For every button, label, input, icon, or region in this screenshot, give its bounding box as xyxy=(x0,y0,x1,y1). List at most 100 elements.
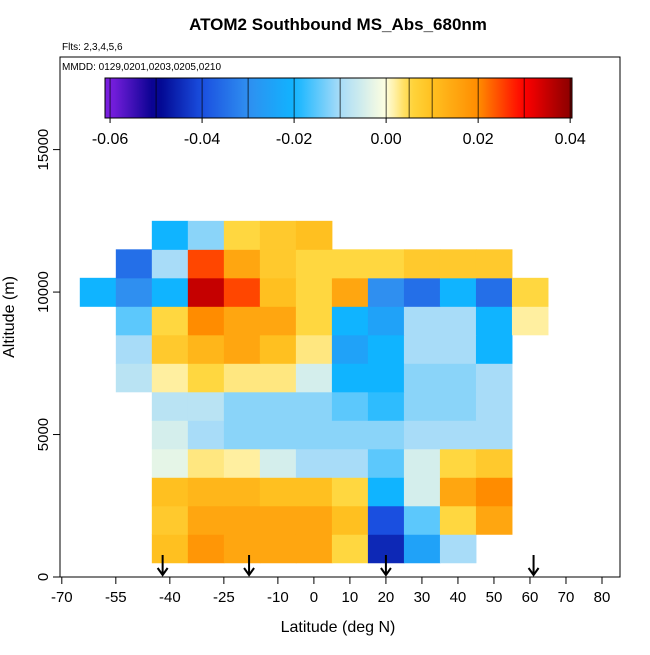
heat-cell xyxy=(187,363,225,393)
heat-cell xyxy=(439,391,477,421)
x-tick-label: 70 xyxy=(558,589,575,606)
x-tick-label: 80 xyxy=(594,589,611,606)
heat-cell xyxy=(295,391,333,421)
marker-arrow xyxy=(243,555,255,577)
heat-cell xyxy=(331,391,369,421)
heat-cell xyxy=(439,249,477,279)
heat-cell xyxy=(295,420,333,450)
heat-cell xyxy=(187,448,225,478)
heat-cell xyxy=(187,477,225,507)
heat-cell xyxy=(115,334,153,364)
heat-cell xyxy=(439,420,477,450)
heat-cell xyxy=(403,534,441,564)
heat-cell xyxy=(367,363,405,393)
colorbar-tick-label: -0.02 xyxy=(276,131,313,148)
heat-cell xyxy=(439,477,477,507)
heat-cell xyxy=(439,448,477,478)
x-tick-label: 50 xyxy=(486,589,503,606)
heat-cell xyxy=(331,534,369,564)
heat-cell xyxy=(475,363,513,393)
heat-cell xyxy=(475,391,513,421)
heat-cell xyxy=(295,277,333,307)
heat-cell xyxy=(187,334,225,364)
heat-cell xyxy=(475,420,513,450)
heat-cell xyxy=(367,249,405,279)
heat-cell xyxy=(259,306,297,336)
heat-cell xyxy=(187,249,225,279)
x-tick-label: -55 xyxy=(105,589,127,606)
heat-cell xyxy=(475,448,513,478)
x-tick-label: 30 xyxy=(414,589,431,606)
heat-cell xyxy=(259,534,297,564)
heat-cell xyxy=(223,306,261,336)
heat-cell xyxy=(223,448,261,478)
heat-cell xyxy=(331,277,369,307)
heat-cell xyxy=(331,448,369,478)
heat-cell xyxy=(223,334,261,364)
heat-cell xyxy=(367,391,405,421)
heat-cell xyxy=(439,277,477,307)
heat-cell xyxy=(259,334,297,364)
x-tick-label: 20 xyxy=(378,589,395,606)
heat-cell xyxy=(331,363,369,393)
x-tick-label: -25 xyxy=(213,589,235,606)
heat-cell xyxy=(223,249,261,279)
x-tick-label: 10 xyxy=(342,589,359,606)
heat-cell xyxy=(151,334,189,364)
heat-cell xyxy=(151,477,189,507)
y-tick-label: 10000 xyxy=(35,271,52,313)
heat-cell xyxy=(439,505,477,535)
heat-cell xyxy=(295,477,333,507)
heat-cell xyxy=(511,306,549,336)
heat-cell xyxy=(115,363,153,393)
heat-cell xyxy=(259,363,297,393)
heat-cell xyxy=(259,220,297,250)
x-tick-label: 60 xyxy=(522,589,539,606)
marker-arrow xyxy=(380,555,392,577)
marker-arrow xyxy=(527,555,540,577)
colorbar-tick-label: 0.00 xyxy=(371,131,402,148)
heat-cell xyxy=(151,306,189,336)
heat-cell xyxy=(259,277,297,307)
y-tick-label: 15000 xyxy=(35,129,52,171)
heat-cell xyxy=(403,363,441,393)
heat-cell xyxy=(403,277,441,307)
heat-cell xyxy=(439,334,477,364)
annotation: MMDD: 0129,0201,0203,0205,0210 xyxy=(62,62,221,73)
heat-cell xyxy=(439,534,477,564)
x-tick-label: -10 xyxy=(267,589,289,606)
heat-cell xyxy=(187,391,225,421)
heat-cell xyxy=(151,505,189,535)
colorbar-tick-label: -0.06 xyxy=(92,131,129,148)
subtitle: Flts: 2,3,4,5,6 xyxy=(62,42,123,53)
heat-cell xyxy=(259,249,297,279)
heat-cell xyxy=(223,363,261,393)
heat-cell xyxy=(151,534,189,564)
heat-cell xyxy=(331,477,369,507)
colorbar-tick-label: 0.02 xyxy=(463,131,494,148)
heat-cell xyxy=(331,505,369,535)
heat-cell xyxy=(115,249,153,279)
heat-cell xyxy=(475,277,513,307)
heat-cell xyxy=(151,448,189,478)
heat-cell xyxy=(223,477,261,507)
heat-cell xyxy=(151,363,189,393)
heat-cell xyxy=(223,420,261,450)
heat-cell xyxy=(439,306,477,336)
heat-cell xyxy=(259,448,297,478)
heat-cell xyxy=(403,448,441,478)
x-tick-label: -70 xyxy=(51,589,73,606)
x-axis-label: Latitude (deg N) xyxy=(281,619,396,636)
heat-cell xyxy=(259,477,297,507)
heat-cell xyxy=(475,306,513,336)
plot-frame xyxy=(59,56,621,578)
heat-cell xyxy=(259,420,297,450)
heat-cell xyxy=(403,505,441,535)
heat-cell xyxy=(367,420,405,450)
heat-cell xyxy=(187,220,225,250)
heat-cell xyxy=(187,420,225,450)
heat-cell xyxy=(295,505,333,535)
heat-cell xyxy=(115,306,153,336)
heat-cell xyxy=(403,420,441,450)
heat-cell xyxy=(367,277,405,307)
